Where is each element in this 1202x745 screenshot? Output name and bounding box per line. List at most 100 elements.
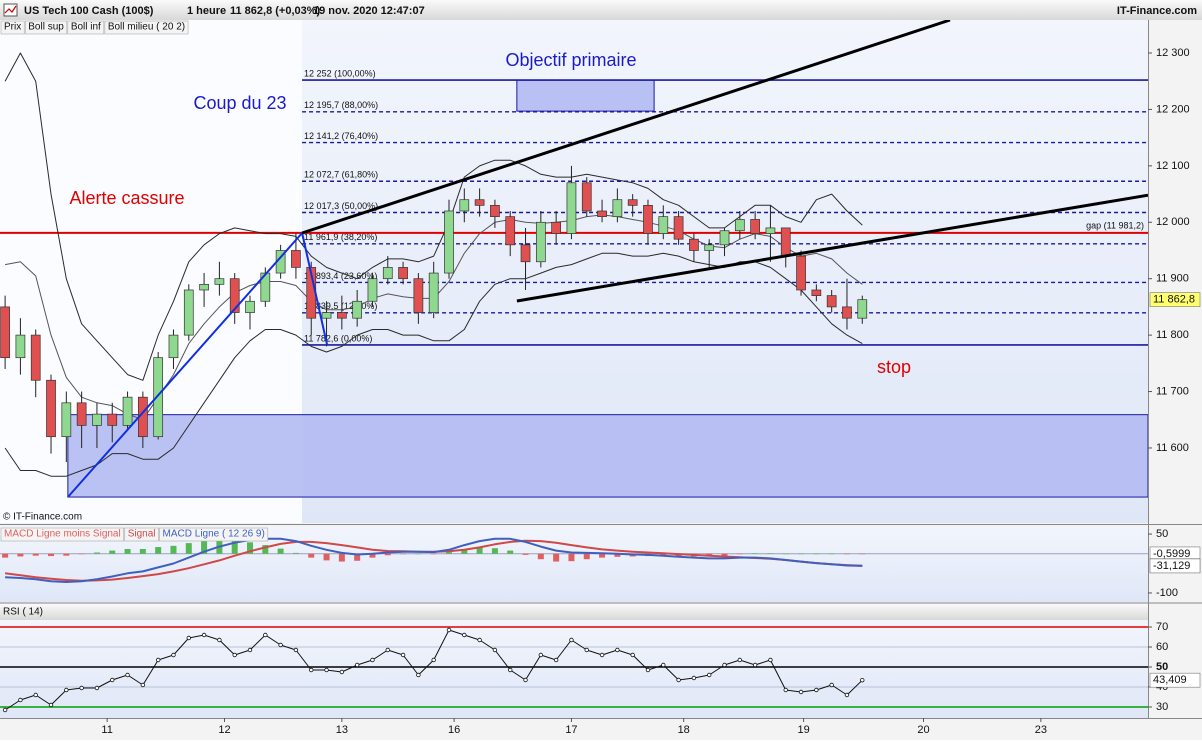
macd-histogram-bar xyxy=(583,553,590,560)
macd-histogram-bar xyxy=(522,553,529,555)
legend-label[interactable]: Prix xyxy=(4,22,21,33)
rsi-point xyxy=(569,637,574,643)
legend-label[interactable]: Boll sup xyxy=(28,22,64,33)
macd-histogram-bar xyxy=(798,553,805,555)
macd-histogram-bar xyxy=(48,553,55,557)
macd-histogram-bar xyxy=(767,553,774,554)
rsi-point xyxy=(110,677,115,683)
y-tick-label: 11 900 xyxy=(1156,273,1189,285)
macd-histogram-bar xyxy=(400,553,407,555)
gap-label: gap (11 981,2) xyxy=(1086,220,1144,230)
legend-box[interactable] xyxy=(104,20,189,35)
rsi-point xyxy=(446,627,452,633)
fib-label: 12 252 (100,00%) xyxy=(304,68,376,78)
macd-histogram-bar xyxy=(32,553,39,556)
rsi-point xyxy=(676,677,681,683)
legend-label[interactable]: MACD Ligne ( 12 26 9) xyxy=(163,529,265,540)
rsi-point xyxy=(691,675,697,681)
price-layer: 12 252 (100,00%) 12 195,7 (88,00%) 12 141,… xyxy=(0,20,1148,498)
rsi-point xyxy=(553,657,559,663)
rsi-point xyxy=(48,702,54,708)
y-tick-label: 70 xyxy=(1156,621,1168,633)
rsi-point xyxy=(2,707,8,713)
candle-body xyxy=(474,199,485,206)
rsi-point xyxy=(630,652,635,658)
rsi-point xyxy=(492,647,498,653)
macd-histogram-bar xyxy=(445,552,452,554)
rsi-point xyxy=(661,662,666,668)
legend-box[interactable] xyxy=(67,20,105,35)
rsi-point xyxy=(293,647,299,653)
macd-histogram-bar xyxy=(323,553,330,561)
candle-body xyxy=(352,300,363,319)
rsi-point xyxy=(155,657,161,663)
rsi-point xyxy=(431,657,436,663)
x-tick-label: 11 xyxy=(101,724,112,736)
x-tick-label: 12 xyxy=(218,724,230,736)
rsi-point xyxy=(33,692,38,698)
macd-histogram-bar xyxy=(430,553,437,555)
rsi-point xyxy=(400,652,406,658)
candle-body xyxy=(704,244,715,251)
candle-body xyxy=(183,289,194,336)
rsi-point xyxy=(462,632,467,638)
macd-histogram-bar xyxy=(476,547,483,554)
macd-histogram-bar xyxy=(415,553,422,555)
candle-body xyxy=(734,219,745,232)
macd-histogram-bar xyxy=(782,553,789,555)
legend-label[interactable]: Signal xyxy=(128,529,156,540)
macd-histogram-bar xyxy=(369,553,376,558)
legend-box[interactable] xyxy=(159,527,269,542)
x-tick-label: 18 xyxy=(678,724,690,736)
y-tick-label: -100 xyxy=(1156,587,1178,599)
candle-body xyxy=(398,267,408,280)
legend-box[interactable] xyxy=(124,527,159,542)
candle-body xyxy=(780,227,791,257)
legend-box[interactable] xyxy=(0,527,125,542)
macd-histogram-bar xyxy=(599,553,606,558)
macd-histogram-bar xyxy=(292,552,299,554)
trend-line xyxy=(516,193,1148,303)
rsi-point xyxy=(615,647,620,653)
fib-label: 12 195,7 (88,00%) xyxy=(304,100,378,110)
last-value-label: 43,409 xyxy=(1153,674,1187,686)
candle-body xyxy=(627,199,638,206)
legend-box[interactable] xyxy=(24,20,68,35)
rsi-point xyxy=(768,657,773,663)
candle-body xyxy=(291,250,301,268)
site: IT-Finance.com xyxy=(1117,5,1197,17)
candle-body xyxy=(46,379,56,438)
candle-body xyxy=(245,300,255,313)
x-tick-label: 20 xyxy=(917,724,929,736)
candle-body xyxy=(719,230,730,246)
candle-body xyxy=(413,278,424,313)
candle-body xyxy=(367,278,378,302)
rsi-point xyxy=(860,677,865,683)
fib-label: 12 141,2 (76,40%) xyxy=(304,131,378,141)
rsi-legend: RSI ( 14) xyxy=(3,607,43,618)
legend-box[interactable] xyxy=(0,20,25,35)
candle-body xyxy=(597,210,607,217)
fib-label: 12 017,3 (50,00%) xyxy=(304,201,378,211)
macd-histogram-bar xyxy=(201,541,208,554)
macd-histogram-bar xyxy=(828,553,835,555)
legend-label[interactable]: Boll milieu ( 20 2) xyxy=(108,22,185,33)
y-tick-label: 30 xyxy=(1156,701,1168,713)
rsi-point xyxy=(477,637,482,643)
annotation: stop xyxy=(877,357,911,377)
legend-label[interactable]: MACD Ligne moins Signal xyxy=(4,529,121,540)
candle-body xyxy=(382,267,393,280)
macd-histogram-bar xyxy=(124,548,131,554)
legend-label[interactable]: Boll inf xyxy=(71,22,101,33)
rsi-point xyxy=(370,657,375,663)
macd-histogram-bar xyxy=(308,553,315,558)
macd-histogram-bar xyxy=(277,548,284,554)
y-tick-label: 12 200 xyxy=(1156,103,1190,115)
rsi-header xyxy=(0,604,1148,620)
rsi-point xyxy=(707,672,712,678)
fib-label: 12 072,7 (61,80%) xyxy=(304,170,378,180)
candle-body xyxy=(796,255,806,291)
candle-body xyxy=(612,199,623,217)
macd-histogram-bar xyxy=(491,548,498,554)
macd-histogram-bar xyxy=(93,552,100,554)
